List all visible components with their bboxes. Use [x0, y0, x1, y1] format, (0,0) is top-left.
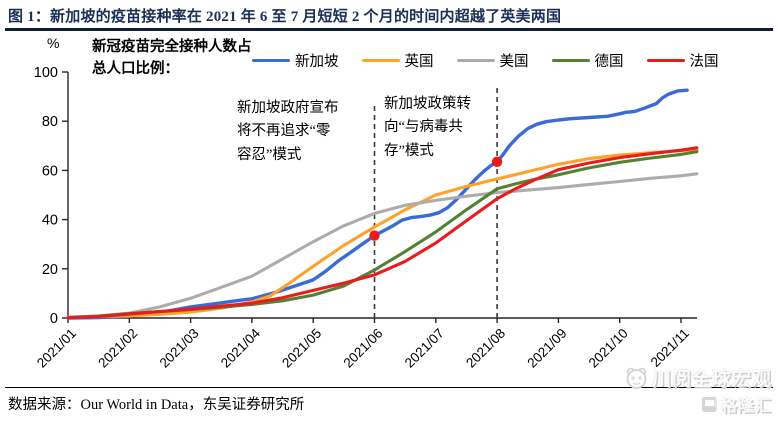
- annotation-live-with-virus: 新加坡政策转 向“与病毒共 存”模式: [384, 96, 471, 159]
- event-marker-dot: [491, 156, 503, 167]
- legend-item: 德国: [551, 50, 624, 71]
- y-tick-label: 100: [34, 65, 58, 81]
- y-axis-unit-label: %: [47, 35, 60, 51]
- gelonghui-icon: [701, 396, 717, 412]
- legend-item: 美国: [456, 50, 529, 71]
- watermark: 川阅全球宏观 格隆汇: [622, 364, 772, 416]
- legend-label: 英国: [404, 54, 434, 70]
- series-line-英国: [66, 147, 699, 319]
- legend-header: 新冠疫苗完全接种人数占 总人口比例：: [92, 39, 252, 77]
- y-tick-label: 40: [42, 213, 58, 229]
- data-source: 数据来源：Our World in Data，东吴证券研究所: [8, 397, 305, 413]
- x-tick-label: 2021/02: [95, 326, 140, 371]
- series-line-新加坡: [66, 88, 689, 320]
- event-marker-dot: [369, 230, 380, 241]
- series-line-德国: [66, 150, 699, 320]
- legend-swatch: [456, 58, 495, 63]
- x-tick-label: 2021/09: [524, 326, 569, 371]
- series-line-美国: [66, 172, 699, 319]
- y-tick-label: 60: [42, 163, 58, 179]
- x-tick-label: 2021/01: [34, 326, 79, 371]
- y-tick-label: 80: [42, 114, 58, 130]
- footer-divider: [5, 387, 773, 388]
- panda-icon: [626, 367, 647, 389]
- legend-item: 法国: [646, 50, 719, 71]
- series-line-法国: [66, 146, 699, 320]
- title-divider: [5, 28, 773, 31]
- figure-title: 图 1：新加坡的疫苗接种率在 2021 年 6 至 7 月短短 2 个月的时间内…: [8, 9, 562, 25]
- legend-swatch: [252, 58, 290, 63]
- x-tick-label: 2021/03: [157, 326, 202, 371]
- legend-label: 德国: [594, 54, 624, 70]
- x-tick-label: 2021/04: [218, 325, 263, 370]
- legend-swatch: [646, 58, 685, 63]
- legend-item: 新加坡: [252, 50, 339, 71]
- x-tick-label: 2021/06: [340, 326, 385, 371]
- legend-item: 英国: [361, 50, 434, 71]
- legend-label: 法国: [689, 54, 719, 70]
- x-tick-label: 2021/05: [279, 326, 324, 371]
- watermark-logo-text: 格隆汇: [720, 398, 772, 415]
- x-tick-label: 2021/07: [402, 326, 447, 371]
- x-tick-label: 2021/08: [463, 326, 508, 371]
- y-tick-label: 20: [42, 262, 58, 278]
- legend-swatch: [361, 58, 400, 63]
- watermark-brand: 川阅全球宏观: [651, 369, 772, 390]
- legend-label: 美国: [499, 54, 529, 70]
- legend-swatch: [551, 58, 590, 63]
- annotation-zero-tolerance: 新加坡政府宣布 将不再追求“零 容忍”模式: [237, 100, 339, 163]
- legend: 新加坡 英国 美国 德国 法国: [252, 50, 719, 71]
- legend-label: 新加坡: [295, 54, 339, 70]
- y-tick-label: 0: [50, 311, 58, 327]
